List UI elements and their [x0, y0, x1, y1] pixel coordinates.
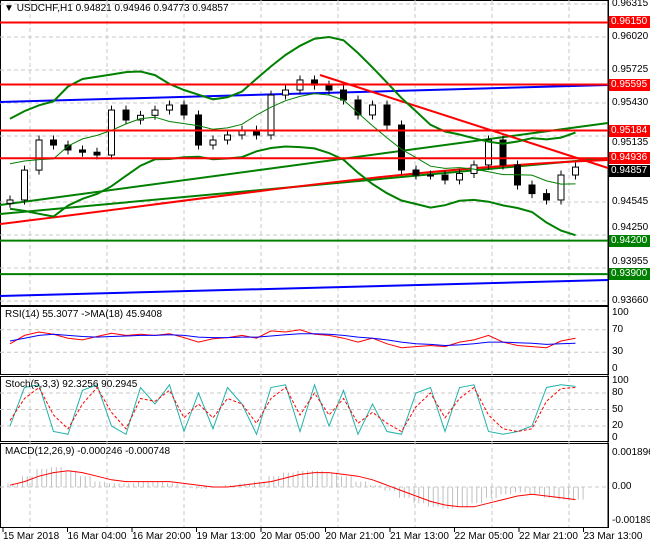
candle-body — [456, 172, 463, 181]
price-axis-label: 0.95135 — [612, 136, 649, 148]
price-tag: 0.95184 — [609, 124, 650, 137]
candle-body — [340, 89, 347, 101]
channel-lower-line — [0, 279, 609, 297]
stoch-axis-label: 50 — [612, 403, 624, 415]
stoch-k-line — [9, 383, 576, 436]
candle-body — [325, 84, 333, 91]
candle-body — [528, 184, 536, 195]
price-axis-label: 0.93955 — [612, 255, 649, 267]
bollinger-lower — [9, 145, 576, 237]
rsi-axis-label: 30 — [612, 346, 624, 358]
candle-body — [427, 174, 434, 177]
time-axis-label: 20 Mar 05:00 — [261, 531, 320, 542]
price-tag: 0.93900 — [609, 268, 650, 281]
green-trendline — [0, 122, 609, 206]
macd-axis-label: -0.001894 — [612, 515, 650, 527]
candle-body — [543, 193, 550, 201]
time-axis-label: 16 Mar 04:00 — [67, 531, 127, 542]
time-axis-label: 19 Mar 13:00 — [196, 531, 256, 542]
rsi-line — [9, 329, 576, 349]
stoch-axis-label: 0 — [612, 432, 618, 443]
bollinger-upper — [9, 35, 576, 145]
macd-axis-label: 0.001896 — [612, 446, 650, 458]
candle-body — [79, 149, 86, 153]
price-tag: 0.94936 — [609, 152, 650, 165]
price-axis-label: 0.94545 — [612, 195, 649, 207]
time-axis-label: 21 Mar 13:00 — [390, 531, 449, 542]
candle-body — [209, 139, 217, 146]
candle-body — [369, 104, 376, 116]
stoch-axis-label: 80 — [612, 387, 624, 398]
candle-body — [122, 109, 130, 121]
price-axis-label: 0.96020 — [612, 30, 649, 42]
price-axis-label: 0.96315 — [612, 0, 649, 9]
rsi-axis-label: 0 — [612, 363, 618, 374]
price-tag: 0.94200 — [609, 234, 650, 247]
candle-body — [354, 99, 362, 116]
candle-body — [572, 166, 579, 176]
candle-body — [267, 94, 275, 136]
price-axis-label: 0.95725 — [612, 63, 649, 75]
stoch-axis-label: 20 — [612, 420, 624, 431]
candle-body — [441, 174, 449, 181]
macd-axis-label: 0.00 — [612, 481, 632, 492]
time-axis-label: 23 Mar 13:00 — [583, 531, 643, 542]
candle-body — [21, 169, 28, 201]
candle-body — [6, 199, 14, 204]
candle-body — [383, 104, 391, 126]
time-axis-label: 20 Mar 21:00 — [325, 531, 385, 542]
rsi-label: RSI(14) 55.3077 ->MA(18) 45.9408 — [5, 309, 163, 320]
bollinger-middle — [9, 93, 576, 185]
candle-body — [108, 109, 115, 156]
time-axis-label: 16 Mar 20:00 — [132, 531, 191, 542]
moving-average-line — [0, 159, 609, 225]
stoch-d-line — [9, 386, 576, 433]
price-axis-label: 0.95430 — [612, 96, 649, 108]
macd-signal-line — [9, 470, 576, 508]
candle-body — [35, 139, 43, 171]
candle-body — [224, 134, 231, 141]
macd-label: MACD(12,26,9) -0.000246 -0.000748 — [5, 446, 171, 457]
price-axis-label: 0.93660 — [612, 294, 649, 306]
dropdown-triangle-icon[interactable]: ▼ — [4, 3, 14, 14]
panel-border-0 — [0, 0, 609, 306]
candle-body — [50, 139, 57, 146]
rsi-axis-label: 100 — [612, 307, 629, 318]
rsi-ma-line — [9, 333, 576, 347]
ohlc-values: 0.94821 0.94946 0.94773 0.94857 — [75, 3, 229, 14]
chart-header: ▼ USDCHF,H1 0.94821 0.94946 0.94773 0.94… — [4, 3, 229, 15]
candle-body — [557, 174, 565, 201]
candle-body — [137, 114, 144, 121]
candle-body — [180, 104, 188, 116]
candle-body — [412, 169, 420, 176]
candle-body — [166, 104, 173, 111]
price-axis-label: 0.94250 — [612, 221, 649, 233]
candle-body — [282, 89, 289, 96]
candle-body — [64, 144, 72, 151]
candle-body — [151, 109, 159, 116]
price-tag: 0.95595 — [609, 78, 650, 91]
candle-body — [485, 139, 492, 166]
time-axis-label: 22 Mar 21:00 — [519, 531, 578, 542]
stoch-axis-label: 100 — [612, 375, 629, 386]
red-trendline — [319, 74, 609, 169]
symbol-label: USDCHF,H1 — [16, 3, 73, 14]
price-tag: 0.96150 — [609, 16, 650, 29]
time-axis-label: 15 Mar 2018 — [3, 531, 60, 542]
price-tag: 0.94857 — [609, 165, 650, 178]
time-axis-label: 22 Mar 05:00 — [454, 531, 514, 542]
candle-body — [499, 139, 507, 166]
stoch-label: Stoch(5,3,3) 92.3256 90.2945 — [5, 379, 138, 390]
candle-body — [93, 151, 101, 156]
channel-upper-line — [0, 84, 609, 103]
rsi-axis-label: 70 — [612, 323, 624, 335]
